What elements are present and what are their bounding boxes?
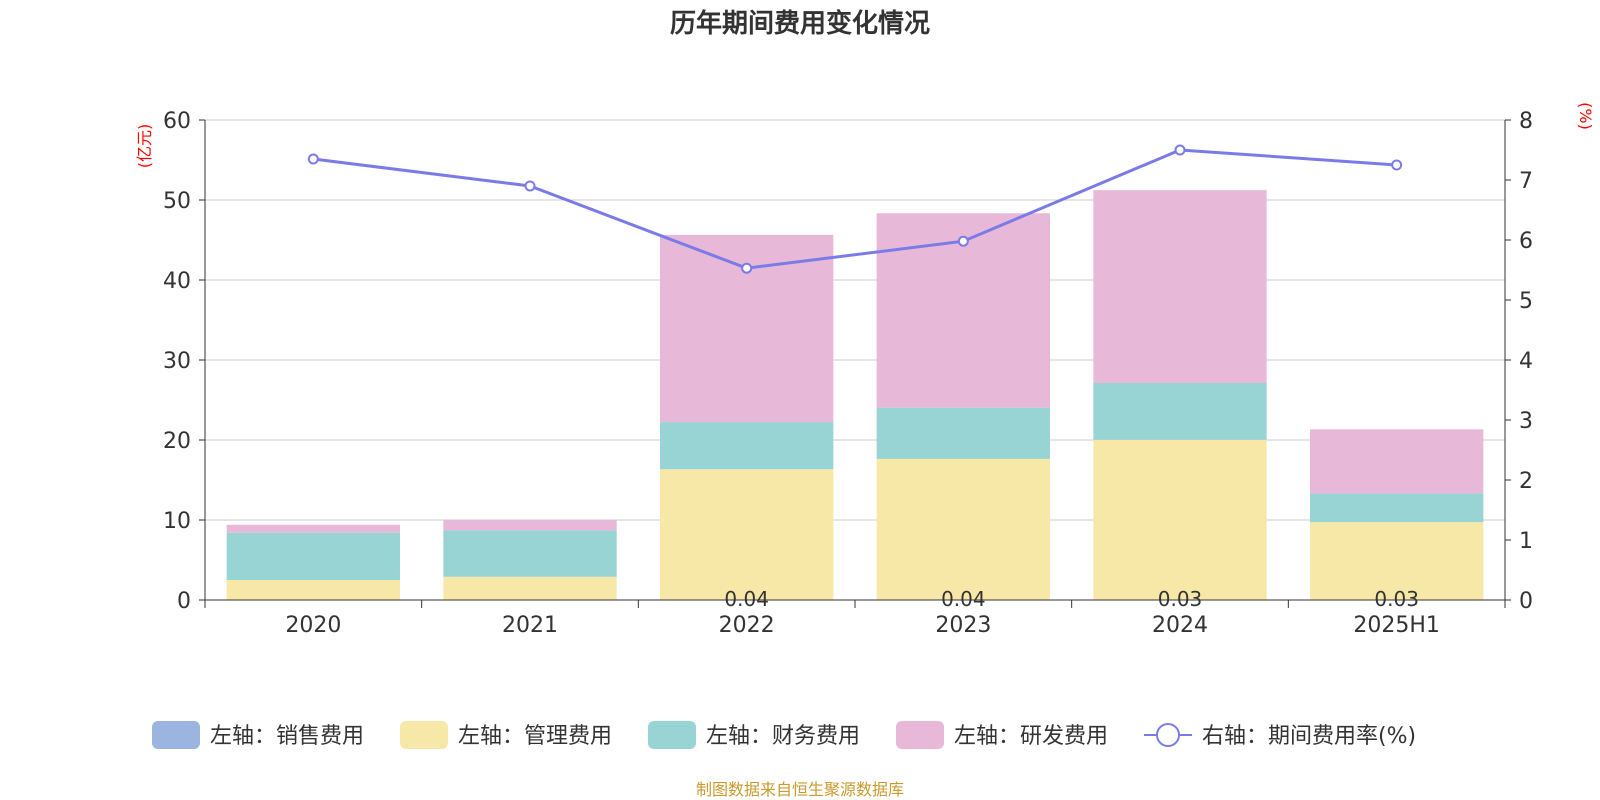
axes: 0 10 20 30 40 50 60 0 1 2 3 4 5 6 7 8 2020 2021 2022 2023 20… [163, 109, 1533, 638]
left-axis-tick-label: 0 [177, 589, 191, 614]
left-axis-tick-label: 40 [163, 269, 191, 294]
rate-line [313, 148, 1397, 270]
bar-admin [660, 469, 834, 600]
rate-point [741, 262, 753, 274]
legend-swatch-admin [400, 721, 448, 749]
left-axis-tick-label: 10 [163, 509, 191, 534]
legend-label-rd: 左轴：研发费用 [954, 724, 1108, 749]
rate-point [957, 235, 969, 247]
legend-swatch-sales [152, 721, 200, 749]
left-axis-tick-label: 50 [163, 189, 191, 214]
bar-series: 0.04 0.04 0.03 0.03 [226, 190, 1484, 611]
bar-finance [660, 422, 834, 470]
bar-rd [1093, 190, 1267, 383]
bar-value-label: 0.03 [1374, 587, 1419, 611]
legend: 左轴：销售费用 左轴：管理费用 左轴：财务费用 左轴：研发费用 右轴：期间费用率(%) [152, 721, 1416, 749]
legend-swatch-finance [648, 721, 696, 749]
left-axis-tick-label: 30 [163, 349, 191, 374]
right-axis-tick-label: 7 [1519, 169, 1533, 194]
rate-point [1174, 144, 1186, 156]
left-axis-unit-label: (亿元) [135, 124, 154, 169]
bar-admin [443, 576, 617, 600]
x-axis-tick-label: 2025H1 [1353, 613, 1440, 638]
legend-label-rate: 右轴：期间费用率(%) [1202, 724, 1416, 749]
right-axis-tick-label: 3 [1519, 409, 1533, 434]
right-axis-tick-label: 8 [1519, 109, 1533, 134]
bar-finance [1310, 493, 1484, 523]
chart-title: 历年期间费用变化情况 [670, 8, 930, 39]
bar-rd [226, 524, 400, 533]
left-axis-tick-label: 20 [163, 429, 191, 454]
bar-admin [1310, 522, 1484, 600]
bar-value-label: 0.04 [941, 587, 986, 611]
x-axis-tick-label: 2023 [935, 613, 991, 638]
bar-admin [226, 580, 400, 600]
legend-label-sales: 左轴：销售费用 [210, 724, 364, 749]
grid-lines [205, 119, 1505, 521]
legend-label-admin: 左轴：管理费用 [458, 724, 612, 749]
right-axis-unit-label: (%) [1576, 102, 1595, 130]
x-axis-tick-label: 2021 [502, 613, 558, 638]
bar-admin [876, 458, 1050, 600]
right-axis-tick-label: 6 [1519, 229, 1533, 254]
right-axis-tick-label: 0 [1519, 589, 1533, 614]
source-note: 制图数据来自恒生聚源数据库 [696, 780, 904, 799]
rate-point [1391, 159, 1403, 171]
x-axis-tick-label: 2024 [1152, 613, 1208, 638]
bar-value-label: 0.03 [1158, 587, 1203, 611]
bar-finance [226, 532, 400, 580]
legend-label-finance: 左轴：财务费用 [706, 724, 860, 749]
bar-finance [443, 530, 617, 577]
bar-finance [1093, 382, 1267, 440]
legend-swatch-rd [896, 721, 944, 749]
bar-admin [1093, 439, 1267, 600]
right-axis-tick-label: 1 [1519, 529, 1533, 554]
legend-marker-rate [1156, 723, 1180, 747]
bar-rd [443, 520, 617, 531]
x-axis-tick-label: 2020 [285, 613, 341, 638]
x-axis-tick-label: 2022 [719, 613, 775, 638]
bar-finance [876, 407, 1050, 459]
rate-line-series [307, 144, 1403, 274]
right-axis-tick-label: 4 [1519, 349, 1533, 374]
right-axis-tick-label: 5 [1519, 289, 1533, 314]
bar-rd [1310, 429, 1484, 494]
left-axis-tick-label: 60 [163, 109, 191, 134]
bar-value-label: 0.04 [724, 587, 769, 611]
rate-point [524, 180, 536, 192]
right-axis-tick-label: 2 [1519, 469, 1533, 494]
rate-point [307, 153, 319, 165]
